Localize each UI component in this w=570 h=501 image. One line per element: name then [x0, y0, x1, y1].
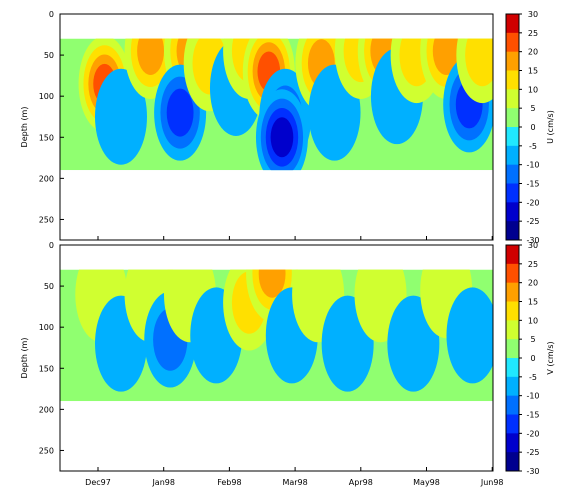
colorbar-band	[506, 32, 519, 53]
y-tick-label: 0	[49, 10, 54, 19]
y-tick-label: 50	[44, 51, 54, 60]
y-tick-label: 250	[39, 215, 54, 224]
y-tick-label: 100	[39, 323, 54, 332]
x-tick-label: Jun98	[480, 478, 504, 487]
colorbar-tick-label: 10	[528, 316, 538, 325]
velocity-anomaly	[94, 68, 147, 165]
colorbar-tick-label: -10	[526, 161, 539, 170]
velocity-anomaly	[465, 38, 493, 87]
colorbar-label: U (cm/s)	[546, 110, 555, 144]
y-axis-label: Depth (m)	[20, 338, 29, 379]
colorbar-tick-label: 30	[528, 241, 538, 250]
x-tick-label: Feb98	[217, 478, 241, 487]
colorbar-tick-label: -20	[526, 429, 539, 438]
colorbar-tick-label: -15	[526, 180, 539, 189]
colorbar-band	[506, 339, 519, 359]
colorbar-tick-label: -20	[526, 198, 539, 207]
y-tick-label: 200	[39, 405, 54, 414]
y-tick-label: 200	[39, 174, 54, 183]
colorbar-band	[506, 202, 519, 222]
y-tick-label: 250	[39, 446, 54, 455]
colorbar-band	[506, 70, 519, 90]
y-tick-label: 0	[49, 241, 54, 250]
colorbar-tick-label: -25	[526, 448, 539, 457]
colorbar-band	[506, 164, 519, 184]
colorbar-tick-label: 5	[530, 335, 535, 344]
colorbar-band	[506, 127, 519, 147]
colorbar-band	[506, 320, 519, 340]
velocity-anomaly	[258, 269, 286, 298]
x-tick-label: Dec97	[85, 478, 111, 487]
colorbar-band	[506, 263, 519, 284]
velocity-anomaly	[446, 287, 493, 384]
y-tick-label: 150	[39, 133, 54, 142]
colorbar-tick-label: -10	[526, 392, 539, 401]
colorbar-band	[506, 376, 519, 397]
x-tick-label: Apr98	[349, 478, 373, 487]
colorbar-tick-label: 15	[528, 298, 538, 307]
colorbar-tick-label: 10	[528, 85, 538, 94]
colorbar-band	[506, 245, 519, 265]
x-tick-label: Jan98	[151, 478, 175, 487]
x-tick-label: Mar98	[282, 478, 307, 487]
y-axis-label: Depth (m)	[20, 107, 29, 148]
colorbar-label: V (cm/s)	[546, 341, 555, 374]
colorbar-band	[506, 452, 519, 472]
plot-frame	[59, 13, 494, 241]
colorbar-tick-label: 20	[528, 48, 538, 57]
colorbar-band	[506, 358, 519, 378]
colorbar-band	[506, 395, 519, 415]
velocity-field	[60, 38, 493, 171]
colorbar-tick-label: -15	[526, 411, 539, 420]
colorbar-tick-label: 20	[528, 279, 538, 288]
colorbar-band	[506, 301, 519, 321]
colorbar-tick-label: -25	[526, 217, 539, 226]
colorbar-tick-label: 5	[530, 104, 535, 113]
colorbar-band	[506, 183, 519, 203]
colorbar-tick-label: -5	[529, 373, 537, 382]
colorbar-tick-label: -30	[526, 236, 539, 245]
velocity-anomaly	[270, 117, 294, 158]
velocity-field	[60, 269, 493, 402]
colorbar-tick-label: 30	[528, 10, 538, 19]
colorbar-band	[506, 145, 519, 166]
colorbar-band	[506, 221, 519, 241]
colorbar-band	[506, 414, 519, 434]
colorbar-tick-label: 0	[530, 123, 535, 132]
velocity-anomaly	[166, 88, 194, 137]
colorbar-band	[506, 51, 519, 71]
colorbar-tick-label: 15	[528, 67, 538, 76]
colorbar-tick-label: -5	[529, 142, 537, 151]
colorbar-band	[506, 89, 519, 109]
y-tick-label: 50	[44, 282, 54, 291]
colorbar-band	[506, 108, 519, 128]
colorbar-tick-label: 25	[528, 260, 538, 269]
colorbar-tick-label: 0	[530, 354, 535, 363]
x-tick-label: May98	[413, 478, 440, 487]
velocity-anomaly	[432, 38, 460, 75]
velocity-anomaly	[137, 38, 164, 75]
colorbar-tick-label: 25	[528, 29, 538, 38]
colorbar-band	[506, 282, 519, 302]
colorbar-band	[506, 14, 519, 34]
plot-frame	[59, 244, 494, 472]
y-tick-label: 100	[39, 92, 54, 101]
colorbar-band	[506, 433, 519, 453]
y-tick-label: 150	[39, 364, 54, 373]
colorbar-tick-label: -30	[526, 467, 539, 476]
